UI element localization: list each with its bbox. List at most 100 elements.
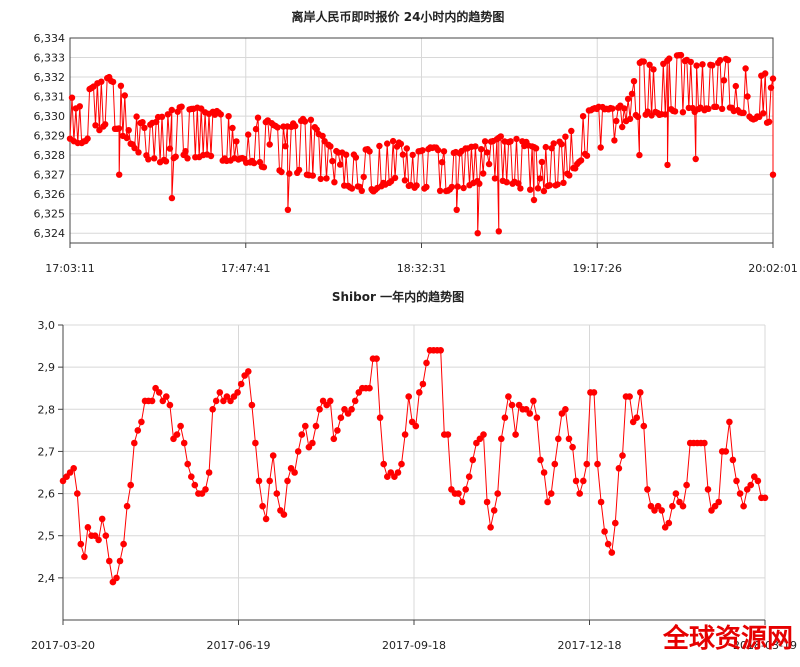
chart1-data-point [233, 138, 240, 145]
chart2-data-point [501, 414, 509, 422]
chart2-y-tick-label: 2,9 [38, 361, 56, 374]
chart1-data-point [742, 65, 749, 72]
chart1-data-point [646, 61, 653, 68]
chart1-data-point [319, 132, 326, 140]
chart1-data-point [284, 206, 292, 213]
chart1-data-point [145, 156, 152, 163]
chart2-data-point [490, 507, 498, 514]
chart1-data-point [532, 145, 540, 152]
chart1-data-point [423, 183, 430, 191]
chart1-data-point [720, 77, 728, 84]
chart1-data-point [762, 70, 769, 77]
chart2-data-point [726, 418, 733, 426]
chart1-data-point [384, 140, 391, 147]
chart2-data-point [419, 380, 427, 388]
chart1-data-point [636, 151, 643, 159]
chart2-data-point [155, 389, 163, 396]
chart2-data-point [163, 393, 170, 400]
chart1-data-point [513, 135, 520, 143]
chart1-data-point [577, 157, 585, 164]
chart2-data-point [262, 515, 270, 523]
chart2-data-point [180, 439, 188, 447]
chart1-data-point [662, 111, 669, 118]
chart1-data-point [329, 157, 336, 165]
chart2-data-point [294, 448, 302, 455]
chart1-data-point [342, 151, 350, 158]
chart2-y-axis: 3,0 2,9 2,8 2,7 2,6 2,5 2,4 [38, 319, 63, 585]
chart1-data-point [274, 124, 281, 131]
chart1-x-tick-label: 17:47:41 [221, 262, 270, 275]
chart2-data-point [237, 380, 245, 388]
chart2-data-point [480, 431, 487, 438]
chart1-data-point [438, 159, 446, 166]
chart1-data-point [125, 127, 132, 134]
chart1-data-point [309, 172, 316, 179]
chart2-data-point [284, 477, 291, 485]
chart1-data-point [403, 145, 410, 152]
chart1-data-point [409, 151, 416, 159]
chart1-data-point [536, 175, 544, 182]
chart2-data-point [269, 452, 277, 459]
chart1-data-point [250, 159, 258, 167]
chart2-data-point [216, 389, 224, 396]
chart1-data-point [769, 171, 777, 178]
chart2-data-point [376, 414, 384, 422]
chart1-data-point [705, 105, 712, 113]
chart1-data-point [278, 168, 285, 176]
chart1-data-point [68, 94, 76, 101]
chart2-data-point [619, 452, 626, 459]
chart1-data-point [399, 151, 407, 158]
chart2-data-point [465, 473, 473, 481]
chart1-data-point [718, 105, 726, 113]
chart1-data-point [76, 103, 84, 110]
chart2-data-point [597, 498, 605, 506]
chart1-x-tick-label: 17:03:11 [45, 262, 94, 275]
chart1-y-tick-label: 6,327 [34, 169, 66, 182]
chart2-data-point [84, 524, 92, 531]
chart1-data-point [331, 179, 338, 186]
chart1-data-point [515, 180, 522, 187]
chart1-data-point [133, 113, 140, 120]
chart1-data-point [716, 57, 724, 64]
chart2-data-point [134, 427, 142, 434]
chart2-data-point [252, 439, 259, 447]
chart2-data-point [334, 427, 341, 434]
chart1-series [66, 51, 777, 237]
chart1-data-point [117, 82, 125, 90]
chart1-data-point [483, 149, 491, 156]
chart2-data-point [590, 389, 598, 396]
chart2-data-point [665, 519, 673, 527]
chart2-data-point [74, 490, 81, 497]
chart1-data-point [765, 118, 773, 126]
chart1-data-point [677, 51, 685, 59]
chart1-data-point [434, 146, 442, 154]
chart2-data-point [348, 406, 355, 413]
chart2-series [59, 347, 769, 586]
chart2-data-point [736, 490, 744, 497]
chart1-data-point [769, 75, 777, 82]
chart1-data-point [162, 158, 170, 165]
chart2-data-point [373, 355, 380, 363]
chart1-data-point [454, 183, 461, 190]
chart2-data-point [166, 401, 174, 409]
chart2-data-point [102, 532, 110, 539]
chart1-data-point [692, 155, 699, 163]
chart2-data-point [533, 414, 541, 422]
chart2-data-point [644, 486, 651, 493]
chart2-x-tick-label: 2017-03-20 [31, 639, 95, 652]
chart1-data-point [713, 103, 720, 111]
chart1-data-point [507, 138, 514, 145]
chart2-data-point [444, 431, 452, 438]
chart2-data-point [740, 502, 747, 510]
chart2-y-tick-label: 2,7 [38, 445, 56, 458]
chart2-data-point [580, 477, 587, 485]
chart1-data-point [389, 137, 397, 145]
chart1-data-point [245, 131, 252, 138]
chart2-data-point [572, 477, 580, 485]
chart1-data-point [282, 143, 289, 150]
chart2-data-point [594, 460, 601, 468]
chart1-data-point [217, 111, 224, 118]
chart2-data-point [248, 401, 256, 409]
chart1-data-point [115, 125, 123, 132]
chart1-data-point [613, 117, 620, 125]
